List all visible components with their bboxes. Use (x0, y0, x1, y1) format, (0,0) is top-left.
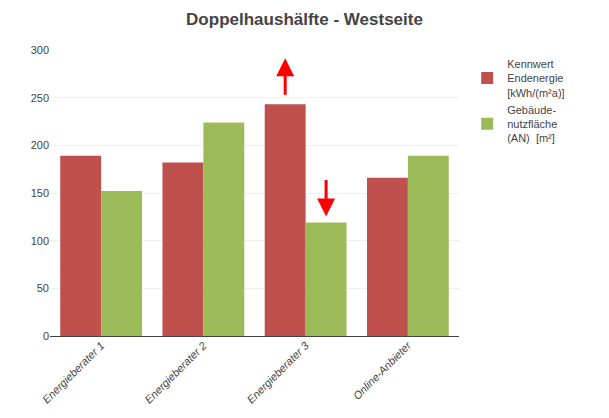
svg-text:300: 300 (31, 44, 49, 56)
svg-text:0: 0 (43, 330, 49, 342)
svg-text:50: 50 (37, 282, 49, 294)
svg-text:200: 200 (31, 139, 49, 151)
svg-text:Energieberater 2: Energieberater 2 (142, 339, 208, 405)
svg-text:150: 150 (31, 187, 49, 199)
svg-text:Energieberater 1: Energieberater 1 (40, 339, 106, 405)
svg-text:Gebäude-nutzfläche(AN) [m²]: Gebäude-nutzfläche(AN) [m²] (507, 104, 557, 145)
svg-text:KennwertEndenergie[kWh/(m²a)]: KennwertEndenergie[kWh/(m²a)] (507, 58, 564, 99)
svg-text:100: 100 (31, 235, 49, 247)
svg-text:Energieberater 3: Energieberater 3 (244, 339, 311, 406)
svg-text:250: 250 (31, 92, 49, 104)
svg-text:Online-Anbieter: Online-Anbieter (351, 338, 414, 401)
svg-text:Doppelhaushälfte - Westseite: Doppelhaushälfte - Westseite (186, 10, 423, 29)
